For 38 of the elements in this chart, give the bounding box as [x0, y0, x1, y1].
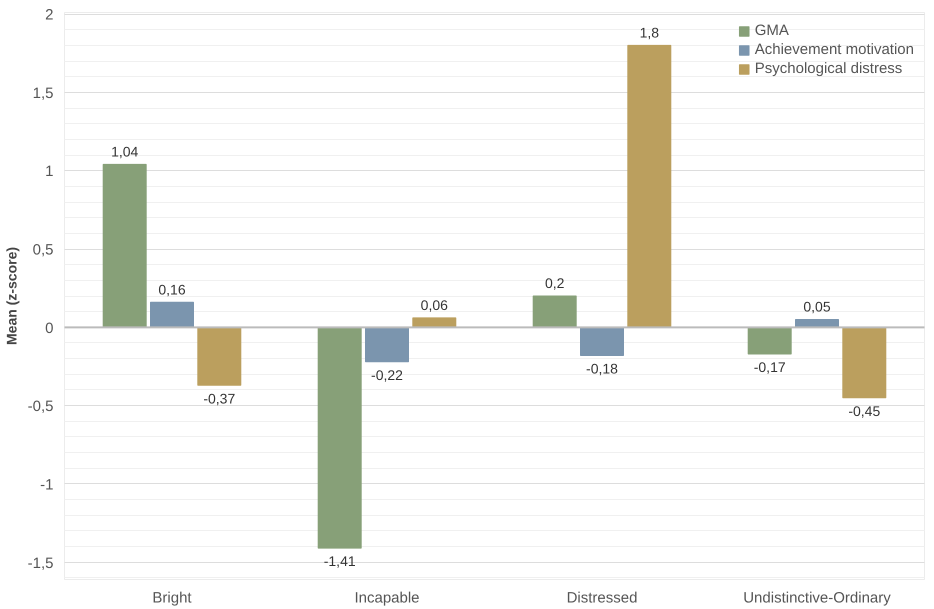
legend-label: Psychological distress: [754, 60, 902, 77]
data-label: 0,06: [420, 296, 448, 313]
data-label: 0,2: [544, 275, 565, 291]
legend-label: GMA: [754, 22, 789, 39]
y-tick-label: -1,5: [28, 554, 54, 572]
bar: [532, 296, 577, 328]
data-label: -0,45: [848, 402, 880, 419]
y-tick-label: -0,5: [28, 398, 54, 416]
bar: [580, 326, 624, 356]
bar: [842, 326, 886, 398]
x-tick-label: Incapable: [354, 590, 420, 606]
data-label: -0,17: [754, 358, 786, 375]
bar: [365, 326, 409, 362]
y-axis-title: Mean (z-score): [4, 246, 20, 346]
data-label: -0,37: [203, 390, 236, 406]
data-label: -0,18: [586, 360, 618, 377]
bar: [748, 326, 792, 354]
data-label: -1,41: [324, 553, 356, 570]
x-tick-label: Undistinctive-Ordinary: [743, 590, 892, 606]
data-label: 1,8: [640, 24, 660, 40]
bar: [150, 302, 194, 328]
legend-label: Achievement motivation: [754, 41, 914, 58]
y-tick-label: 1: [45, 163, 54, 180]
y-tick-label: 0: [45, 320, 54, 337]
y-tick-label: 2: [45, 6, 54, 24]
data-label: 1,04: [111, 143, 139, 160]
x-tick-label: Distressed: [566, 590, 638, 606]
data-label: 0,16: [158, 281, 186, 298]
data-label: -0,22: [371, 366, 404, 383]
y-tick-label: -1: [40, 476, 54, 494]
bar: [197, 326, 242, 386]
bar: [102, 164, 147, 328]
y-tick-label: 1,5: [32, 84, 54, 102]
y-tick-label: 0,5: [32, 242, 54, 259]
x-tick-label: Bright: [152, 590, 192, 606]
data-label: 0,05: [803, 298, 831, 314]
bar: [627, 44, 672, 328]
bar: [318, 326, 362, 549]
